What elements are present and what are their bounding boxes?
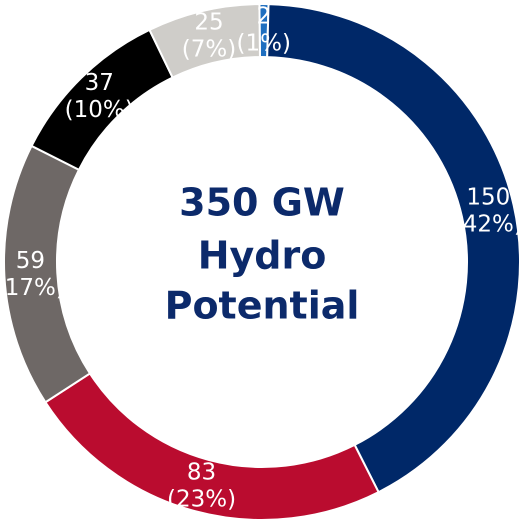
percent-label: (17%) [0, 275, 65, 301]
percent-label: (10%) [65, 97, 134, 123]
percent-label: (23%) [167, 486, 236, 512]
center-title: Hydro [198, 234, 327, 278]
donut-slice [266, 3, 521, 494]
donut-slice [148, 3, 261, 79]
center-title: 350 GW [179, 181, 345, 225]
percent-label: (1%) [237, 31, 291, 57]
data-label: 150 [466, 184, 510, 210]
data-label: 83 [187, 459, 216, 485]
percent-label: (42%) [454, 211, 522, 237]
percent-label: (7%) [182, 37, 236, 63]
data-label: 25 [194, 10, 223, 36]
center-title: Potential [165, 284, 360, 328]
data-label: 2 [256, 4, 271, 30]
data-label: 37 [85, 70, 114, 96]
data-label: 59 [16, 248, 45, 274]
